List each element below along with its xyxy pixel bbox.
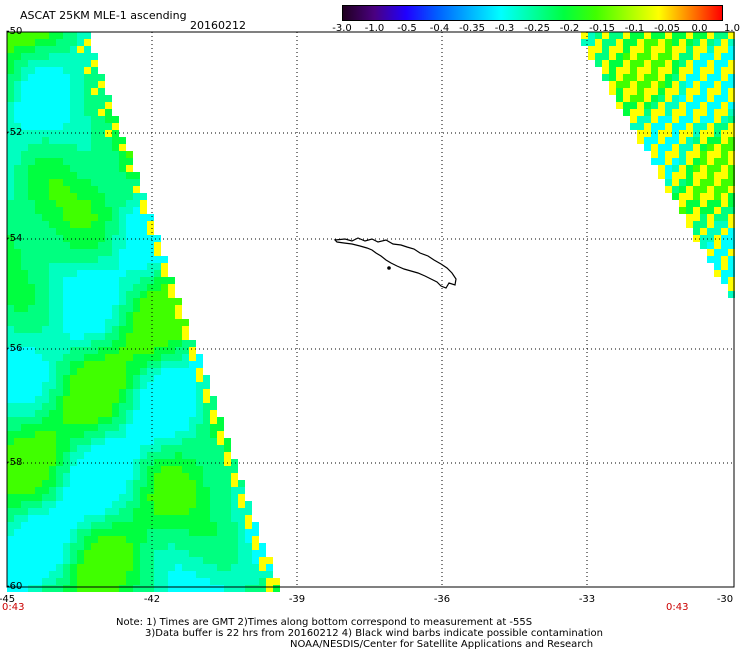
- small-island: [387, 266, 391, 270]
- longitude-label: -42: [143, 594, 161, 605]
- colorbar-tick-label: -0.15: [589, 23, 615, 34]
- colorbar-tick-label: 1.0: [724, 23, 740, 34]
- colorbar-tick-label: -0.35: [459, 23, 485, 34]
- colorbar-ticks: -3.0 -1.0 -0.5 -0.4 -0.35 -0.3 -0.25 -0.2 -0.15-…: [332, 23, 740, 35]
- colorbar-tick-label: -1.0: [364, 23, 385, 34]
- longitude-label: -30: [716, 594, 734, 605]
- map-grid: [7, 32, 734, 587]
- chart-date: 20160212: [190, 19, 246, 32]
- longitude-label: -39: [288, 594, 306, 605]
- colorbar-tick-label: -0.2: [559, 23, 580, 34]
- swath-right: [581, 32, 735, 298]
- map-frame: [6, 31, 735, 588]
- colorbar-tick-label: -0.1: [624, 23, 645, 34]
- latitude-label: -50: [6, 26, 23, 37]
- south-georgia-coastline: [333, 237, 457, 289]
- colorbar-tick-label: -3.0: [332, 23, 352, 34]
- note-line-3: NOAA/NESDIS/Center for Satellite Applica…: [290, 639, 594, 650]
- time-label-right: 0:43: [666, 602, 689, 613]
- longitude-label: -36: [433, 594, 451, 605]
- time-label-left: 0:43: [2, 602, 25, 613]
- colorbar-tick-label: 0.0: [691, 23, 708, 34]
- latitude-label: -54: [6, 233, 23, 244]
- swath-left: [7, 32, 280, 592]
- colorbar-tick-label: -0.25: [524, 23, 550, 34]
- colorbar-tick-label: -0.05: [654, 23, 680, 34]
- latitude-label: -58: [6, 457, 23, 468]
- colorbar-tick-label: -0.5: [397, 23, 417, 34]
- chart-title: ASCAT 25KM MLE-1 ascending: [20, 9, 187, 22]
- colorbar-tick-label: -0.3: [494, 23, 515, 34]
- longitude-label: -45: [0, 594, 16, 605]
- colorbar-tick-label: -0.4: [429, 23, 450, 34]
- note-line-1: Note: 1) Times are GMT 2)Times along bot…: [116, 617, 533, 628]
- note-line-2: 3)Data buffer is 22 hrs from 20160212 4)…: [145, 628, 603, 639]
- colorbar: [342, 5, 723, 21]
- latitude-label: -52: [6, 127, 23, 138]
- latitude-label: -60: [6, 581, 23, 592]
- latitude-label: -56: [6, 343, 23, 354]
- longitude-label: -33: [578, 594, 596, 605]
